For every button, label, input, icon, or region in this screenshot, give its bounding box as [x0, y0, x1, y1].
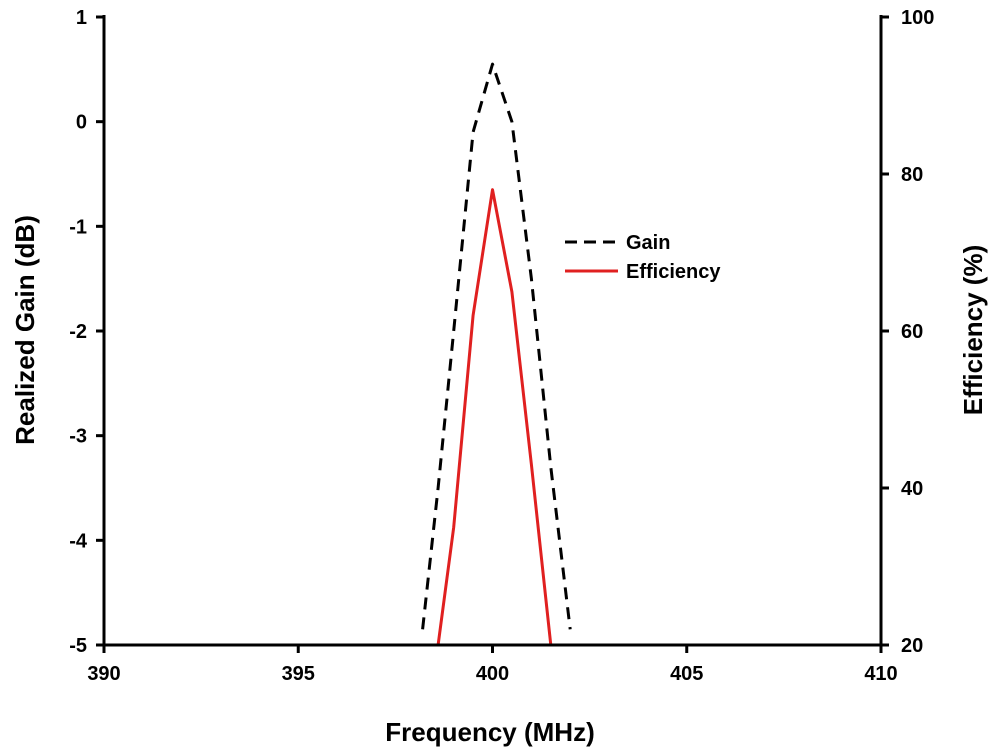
- y-left-tick-label: 1: [76, 7, 87, 29]
- plot-lines: [421, 62, 572, 646]
- series-efficiency-line: [436, 188, 553, 646]
- x-tick-label: 390: [87, 663, 120, 685]
- y-left-tick-label: -2: [69, 321, 87, 343]
- y-right-tick-label: 40: [901, 478, 923, 500]
- x-tick-label: 395: [282, 663, 315, 685]
- legend-gain-label: Gain: [626, 232, 670, 254]
- y-left-tick-label: -4: [69, 530, 88, 552]
- y-right-tick-label: 60: [901, 321, 923, 343]
- x-tick-label: 400: [476, 663, 509, 685]
- y-left-tick-label: -5: [69, 635, 87, 657]
- legend: Gain Efficiency: [565, 232, 721, 283]
- y-left-tick-label: -3: [69, 426, 87, 448]
- y-right-tick-label: 80: [901, 164, 923, 186]
- y-right-tick-label: 100: [901, 7, 934, 29]
- y-right-axis-title: Efficiency (%): [958, 245, 988, 416]
- y-left-axis-title: Realized Gain (dB): [10, 215, 40, 445]
- x-axis-title: Frequency (MHz): [385, 717, 594, 747]
- x-tick-label: 405: [670, 663, 703, 685]
- axes: [102, 15, 883, 647]
- y-left-tick-label: -1: [69, 216, 87, 238]
- ticks: 390 395 400 405 410 1 0 -1 -2 -3 -4 -5 100 80 60 40 20: [69, 7, 934, 685]
- series-gain-line: [421, 62, 572, 630]
- y-left-tick-label: 0: [76, 112, 87, 134]
- x-tick-label: 410: [864, 663, 897, 685]
- legend-efficiency-label: Efficiency: [626, 261, 721, 283]
- y-right-tick-label: 20: [901, 635, 923, 657]
